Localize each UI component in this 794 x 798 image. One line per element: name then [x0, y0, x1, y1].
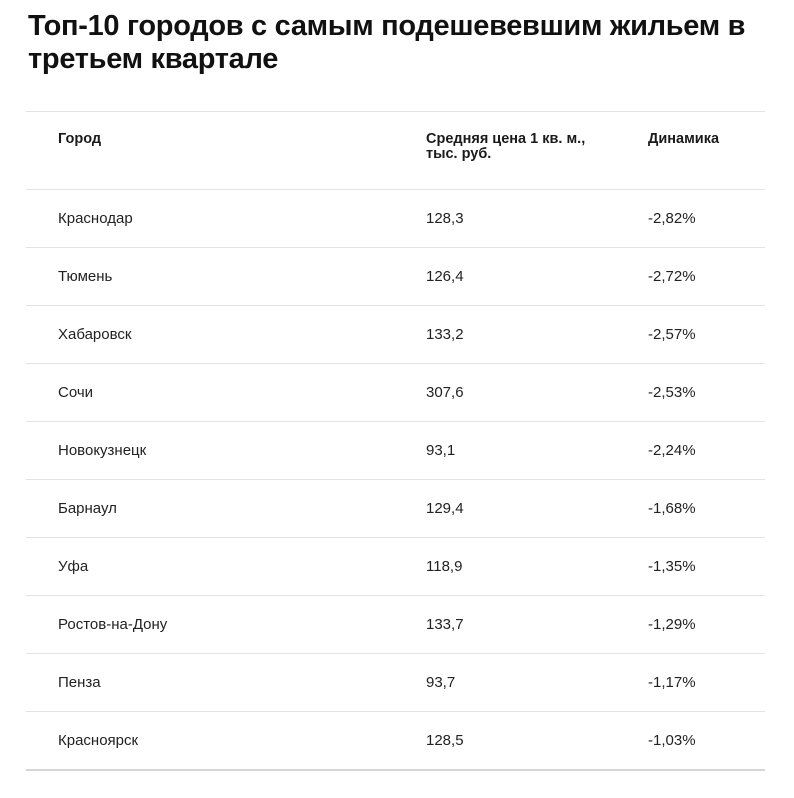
- city-cell: Новокузнецк: [58, 442, 147, 459]
- table-row: Красноярск 128,5 -1,03%: [26, 712, 765, 771]
- city-cell: Ростов-на-Дону: [58, 616, 168, 633]
- city-cell: Красноярск: [58, 732, 139, 749]
- dynamics-cell: -2,24%: [648, 442, 696, 459]
- table-header-row: Город Средняя цена 1 кв. м., тыс. руб. Д…: [26, 112, 765, 190]
- price-cell: 128,5: [426, 732, 464, 749]
- column-header-city: Город: [58, 131, 102, 147]
- dynamics-cell: -1,68%: [648, 500, 696, 517]
- table-row: Барнаул 129,4 -1,68%: [26, 480, 765, 538]
- price-cell: 126,4: [426, 268, 464, 285]
- price-cell: 128,3: [426, 210, 464, 227]
- city-cell: Пенза: [58, 674, 101, 691]
- table-row: Новокузнецк 93,1 -2,24%: [26, 422, 765, 480]
- price-cell: 93,1: [426, 442, 456, 459]
- dynamics-cell: -2,82%: [648, 210, 696, 227]
- city-cell: Хабаровск: [58, 326, 132, 343]
- price-cell: 93,7: [426, 674, 456, 691]
- city-cell: Барнаул: [58, 500, 117, 517]
- dynamics-cell: -1,03%: [648, 732, 696, 749]
- dynamics-cell: -2,57%: [648, 326, 696, 343]
- dynamics-cell: -1,35%: [648, 558, 696, 575]
- table-row: Сочи 307,6 -2,53%: [26, 364, 765, 422]
- city-cell: Сочи: [58, 384, 94, 401]
- table-row: Хабаровск 133,2 -2,57%: [26, 306, 765, 364]
- price-cell: 133,2: [426, 326, 464, 343]
- column-header-price: Средняя цена 1 кв. м., тыс. руб.: [426, 131, 586, 162]
- price-cell: 129,4: [426, 500, 464, 517]
- table-row: Ростов-на-Дону 133,7 -1,29%: [26, 596, 765, 654]
- city-cell: Уфа: [58, 558, 89, 575]
- dynamics-cell: -2,72%: [648, 268, 696, 285]
- page-title: Топ-10 городов с самым подешевевшим жиль…: [28, 10, 746, 75]
- price-cell: 133,7: [426, 616, 464, 633]
- price-cell: 307,6: [426, 384, 464, 401]
- city-cell: Тюмень: [58, 268, 113, 285]
- data-table: Город Средняя цена 1 кв. м., тыс. руб. Д…: [26, 111, 765, 771]
- column-header-dynamics: Динамика: [648, 131, 720, 147]
- table-row: Тюмень 126,4 -2,72%: [26, 248, 765, 306]
- price-cell: 118,9: [426, 558, 463, 575]
- dynamics-cell: -1,17%: [648, 674, 696, 691]
- table-row: Уфа 118,9 -1,35%: [26, 538, 765, 596]
- city-cell: Краснодар: [58, 210, 133, 227]
- dynamics-cell: -2,53%: [648, 384, 696, 401]
- dynamics-cell: -1,29%: [648, 616, 696, 633]
- table-row: Пенза 93,7 -1,17%: [26, 654, 765, 712]
- table-row: Краснодар 128,3 -2,82%: [26, 190, 765, 248]
